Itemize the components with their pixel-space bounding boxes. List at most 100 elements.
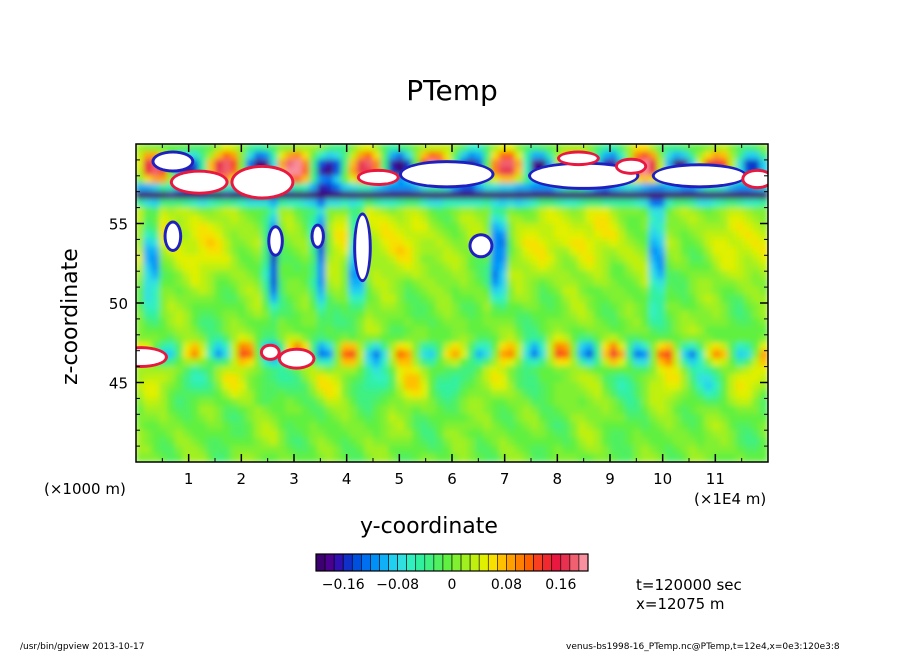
heatmap-cell (175, 207, 184, 217)
heatmap-cell (712, 262, 722, 272)
heatmap-cell (649, 366, 658, 376)
heatmap-cell (743, 215, 753, 224)
heatmap-cell (759, 207, 768, 217)
heatmap-cell (261, 397, 271, 407)
heatmap-cell (285, 366, 295, 376)
heatmap-cell (404, 238, 413, 248)
heatmap-cell (301, 246, 311, 256)
heatmap-cell (143, 254, 153, 264)
heatmap-cell (427, 342, 437, 352)
heatmap-cell (514, 215, 524, 224)
heatmap-cell (396, 334, 406, 344)
heatmap-cell (506, 342, 516, 352)
heatmap-cell (522, 318, 532, 328)
heatmap-cell (261, 405, 271, 415)
heatmap-cell (759, 326, 768, 336)
heatmap-cell (459, 254, 469, 264)
heatmap-cell (206, 286, 216, 296)
heatmap-cell (277, 159, 287, 169)
heatmap-cell (404, 199, 413, 209)
heatmap-cell (562, 302, 571, 312)
heatmap-cell (214, 144, 224, 153)
heatmap-cell (680, 215, 690, 224)
heatmap-cell (625, 421, 635, 431)
heatmap-cell (143, 230, 153, 240)
heatmap-cell (720, 286, 729, 296)
heatmap-cell (743, 151, 753, 161)
heatmap-cell (348, 223, 358, 232)
heatmap-cell (467, 342, 477, 352)
heatmap-cell (546, 159, 556, 169)
heatmap-cell (538, 144, 548, 153)
heatmap-cell (514, 382, 524, 391)
heatmap-cell (151, 302, 161, 312)
heatmap-cell (325, 421, 334, 431)
heatmap-cell (443, 199, 453, 209)
heatmap-cell (214, 342, 224, 352)
heatmap-cell (570, 278, 579, 288)
heatmap-cell (222, 159, 232, 169)
heatmap-cell (735, 230, 745, 240)
heatmap-cell (728, 302, 737, 312)
heatmap-cell (743, 262, 753, 272)
heatmap-cell (609, 334, 619, 344)
heatmap-cell (364, 405, 374, 415)
heatmap-cell (633, 144, 643, 153)
heatmap-cell (514, 191, 524, 201)
heatmap-cell (601, 334, 611, 344)
heatmap-cell (301, 453, 311, 462)
heatmap-cell (459, 358, 469, 368)
heatmap-cell (159, 270, 169, 280)
heatmap-cell (419, 286, 429, 296)
heatmap-cell (230, 215, 240, 224)
heatmap-cell (451, 397, 461, 407)
heatmap-cell (348, 159, 358, 169)
heatmap-cell (498, 310, 508, 320)
heatmap-cell (285, 294, 295, 304)
heatmap-cell (680, 270, 690, 280)
heatmap-cell (751, 151, 761, 161)
heatmap-cell (664, 302, 674, 312)
heatmap-cell (712, 254, 722, 264)
heatmap-cell (388, 350, 398, 360)
heatmap-cell (641, 144, 650, 153)
heatmap-cell (751, 302, 761, 312)
heatmap-cell (506, 350, 516, 360)
heatmap-cell (317, 302, 327, 312)
heatmap-cell (625, 453, 635, 462)
heatmap-cell (254, 270, 263, 280)
heatmap-cell (182, 453, 192, 462)
heatmap-cell (617, 302, 627, 312)
heatmap-cell (419, 183, 429, 193)
heatmap-cell (554, 278, 564, 288)
heatmap-cell (214, 326, 224, 336)
heatmap-cell (222, 389, 232, 399)
heatmap-cell (577, 215, 587, 224)
heatmap-cell (759, 413, 768, 423)
heatmap-cell (498, 382, 508, 391)
heatmap-cell (625, 278, 635, 288)
heatmap-cell (427, 405, 437, 415)
heatmap-cell (491, 397, 500, 407)
heatmap-cell (498, 278, 508, 288)
heatmap-cell (293, 144, 303, 153)
heatmap-cell (656, 310, 666, 320)
heatmap-cell (396, 175, 406, 185)
heatmap-cell (396, 294, 406, 304)
heatmap-cell (254, 397, 263, 407)
heatmap-cell (380, 405, 390, 415)
heatmap-cell (254, 405, 263, 415)
heatmap-cell (759, 421, 768, 431)
heatmap-cell (261, 207, 271, 217)
heatmap-cell (672, 437, 682, 447)
heatmap-cell (593, 191, 603, 201)
heatmap-cell (672, 382, 682, 391)
colorbar-swatch (424, 553, 435, 572)
heatmap-cell (562, 207, 571, 217)
heatmap-cell (340, 151, 350, 161)
heatmap-cell (538, 159, 548, 169)
heatmap-cell (388, 254, 398, 264)
heatmap-cell (451, 262, 461, 272)
heatmap-cell (372, 191, 382, 201)
heatmap-cell (348, 421, 358, 431)
